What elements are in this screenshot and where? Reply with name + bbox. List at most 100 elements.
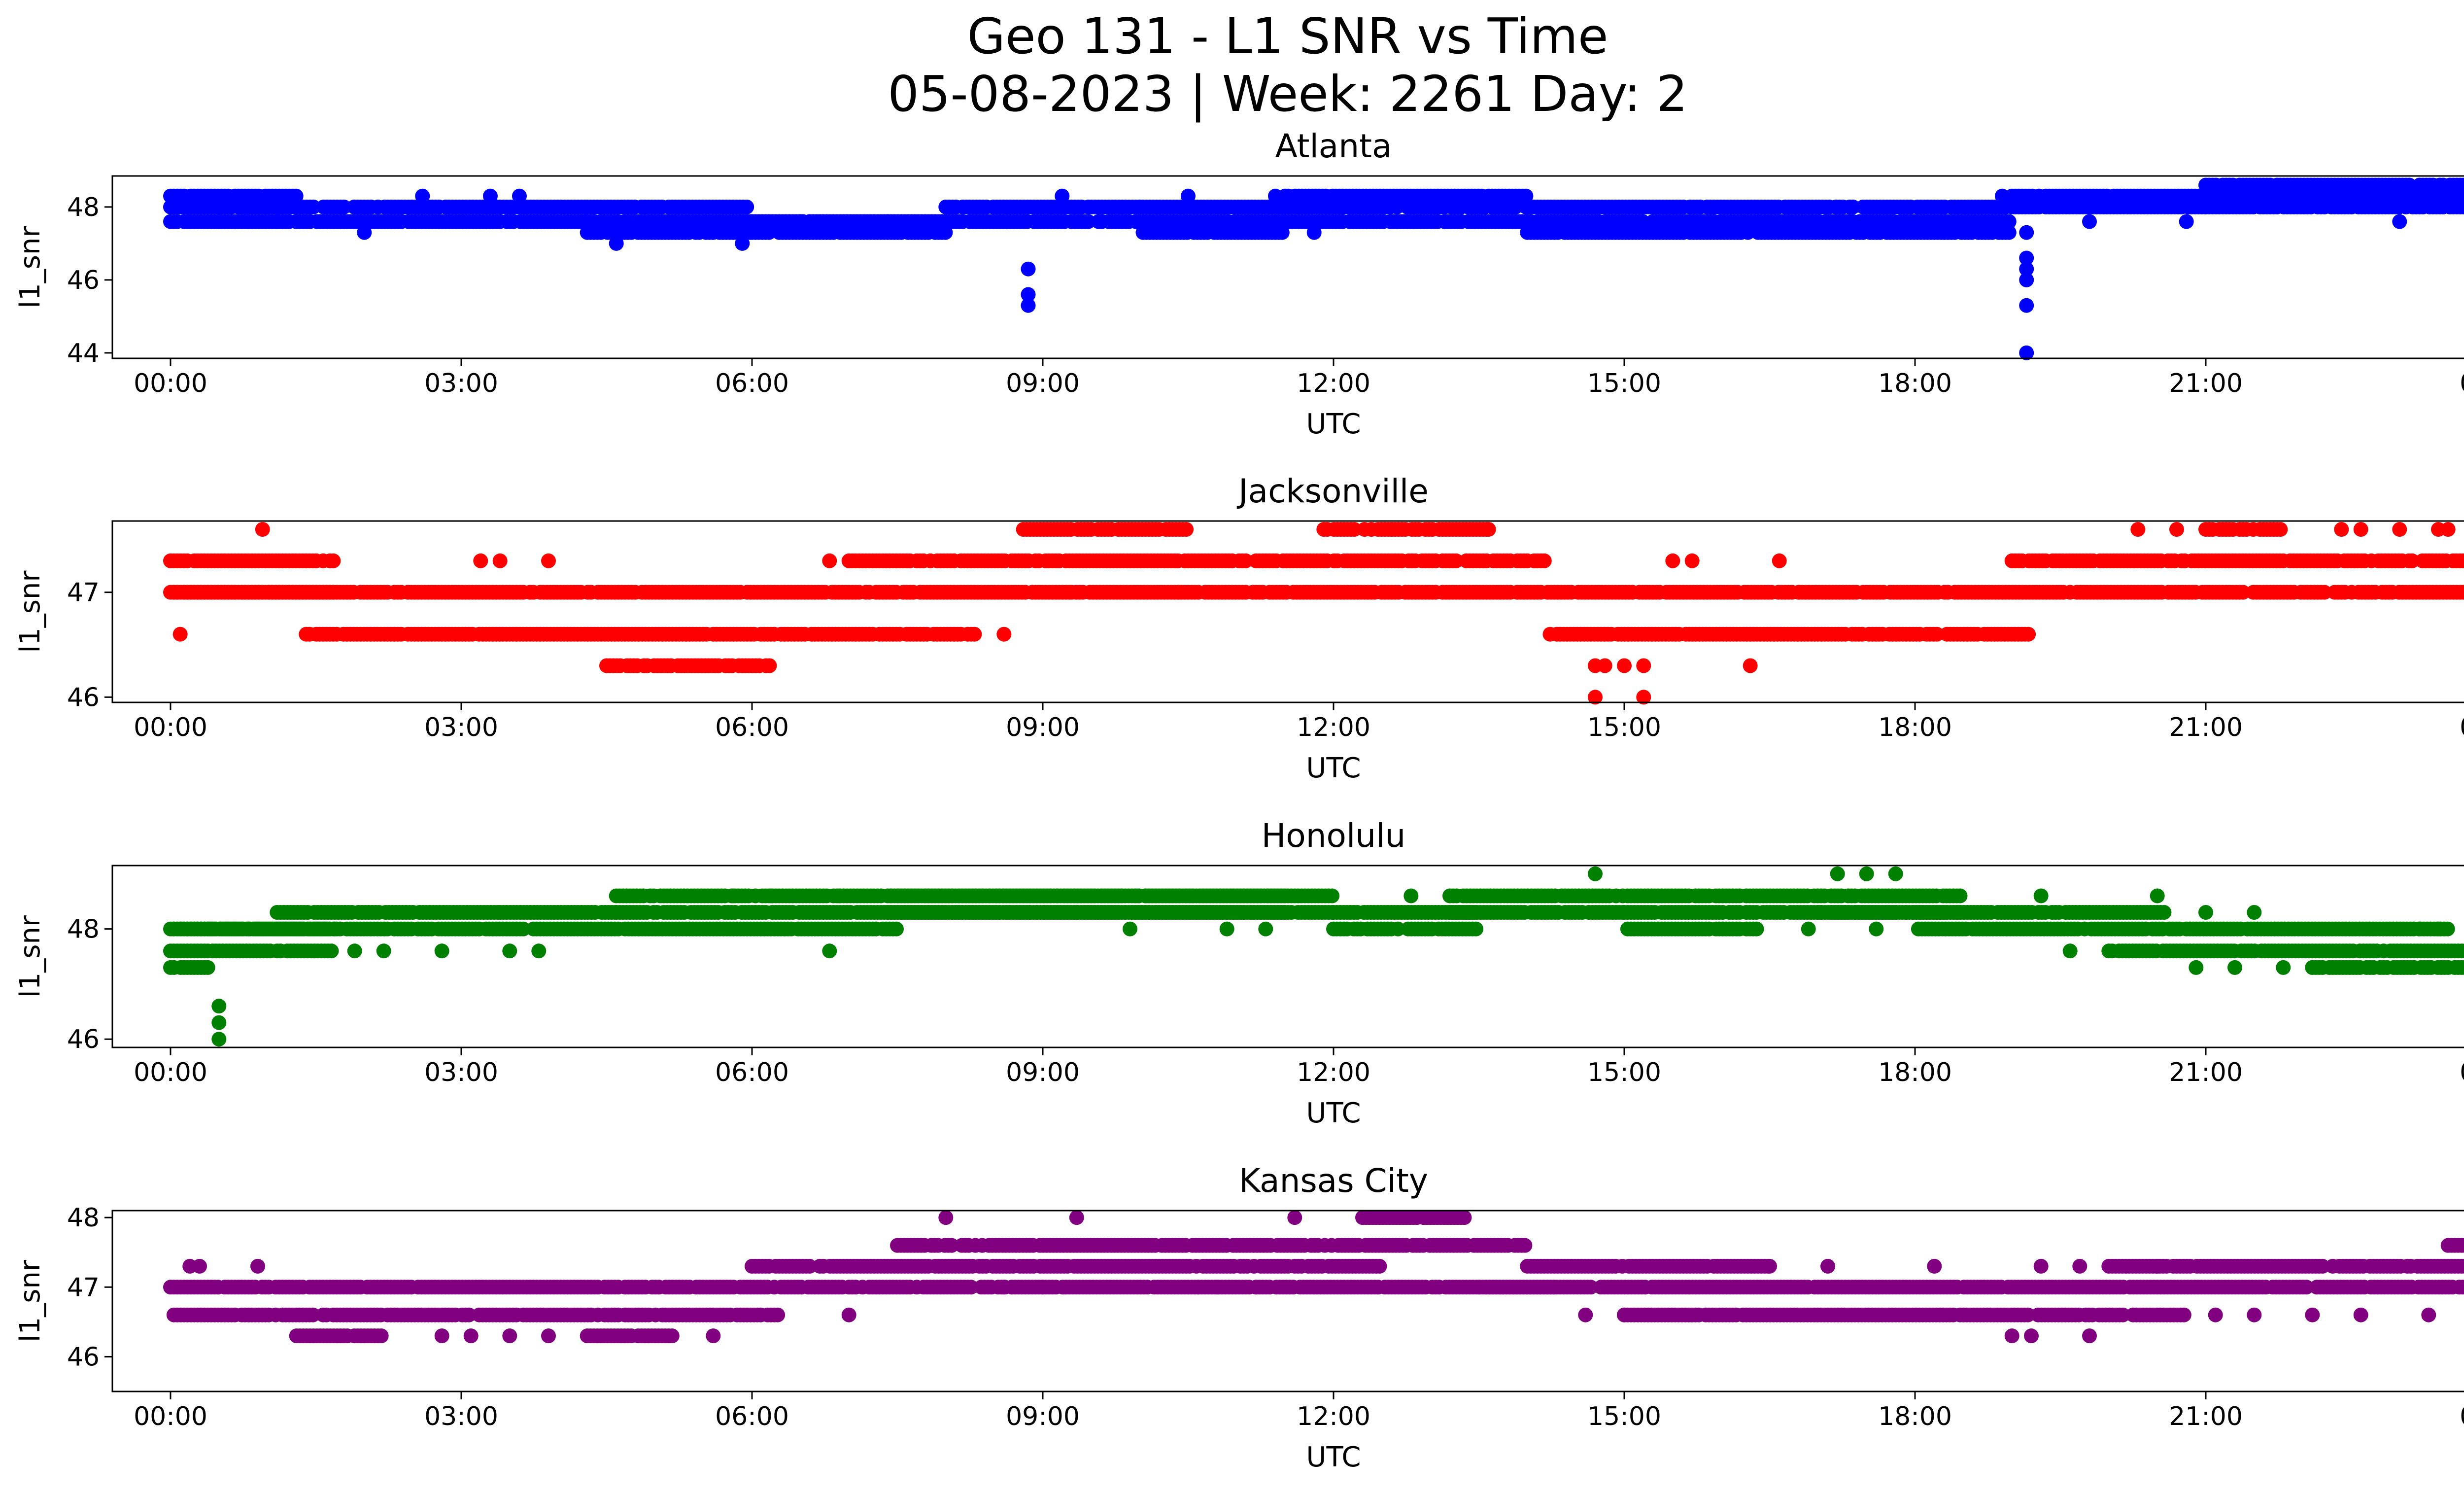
y-tick-label: 46: [67, 683, 100, 712]
x-tick-label: 15:00: [1587, 713, 1661, 742]
data-point-outlier: [483, 188, 498, 204]
data-point-outlier: [1064, 585, 1079, 600]
data-point-outlier: [1772, 553, 1787, 568]
data-point-outlier: [2019, 345, 2034, 360]
x-axis-label: UTC: [1306, 752, 1361, 784]
data-point-outlier: [1384, 522, 1399, 537]
data-point: [1929, 626, 1945, 642]
subplot-atlanta: 00:00 03:00 06:00 09:00 12:00 15:00 18:00 21:00…: [14, 127, 2464, 440]
y-tick-label: 46: [67, 266, 100, 295]
data-point-outlier: [2019, 298, 2034, 313]
data-point-outlier: [1684, 553, 1700, 568]
x-axis: 00:00 03:00 06:00 09:00 12:00 15:00 18:00 21:00…: [134, 358, 2464, 398]
data-point: [1347, 522, 1362, 537]
scatter-points: [163, 866, 2464, 1047]
subplot-honolulu: 00:00 03:00 06:00 09:00 12:00 15:00 18:00 21:00…: [14, 817, 2464, 1129]
data-point-outlier: [492, 553, 508, 568]
data-point-outlier: [793, 214, 808, 229]
data-point-outlier: [270, 214, 285, 229]
data-point: [326, 553, 341, 568]
data-point-outlier: [1597, 658, 1612, 673]
data-point: [762, 658, 777, 673]
data-point-outlier: [735, 236, 750, 251]
data-point: [2463, 192, 2464, 200]
data-point-outlier: [2019, 272, 2034, 287]
x-tick-label: 00:00: [2460, 713, 2464, 742]
axes-frame: [111, 520, 2464, 703]
data-point-outlier: [996, 626, 1012, 642]
x-tick-label: 09:00: [1006, 713, 1080, 742]
data-point: [2235, 585, 2251, 600]
scatter-points: [163, 522, 2464, 705]
data-point-outlier: [512, 188, 527, 204]
data-point-outlier: [1588, 690, 1603, 705]
data-point-outlier: [2169, 522, 2184, 537]
x-tick-label: 18:00: [1878, 713, 1952, 742]
data-point: [1325, 888, 1340, 904]
data-point-outlier: [2392, 522, 2407, 537]
data-point: [306, 199, 321, 214]
data-point-outlier: [2353, 522, 2368, 537]
data-point: [1238, 553, 1253, 568]
x-tick-label: 06:00: [715, 713, 789, 742]
x-tick-label: 03:00: [424, 713, 498, 742]
data-point: [1277, 905, 1292, 920]
data-point-outlier: [211, 214, 227, 229]
data-point-outlier: [357, 225, 372, 240]
data-point-outlier: [1481, 522, 1496, 537]
subplot-title: Atlanta: [1275, 127, 1392, 165]
data-point-outlier: [1021, 298, 1036, 313]
data-point: [1635, 214, 1650, 229]
data-point: [2460, 200, 2464, 214]
data-point-outlier: [1636, 658, 1651, 673]
data-point: [889, 921, 904, 937]
data-point: [200, 960, 215, 975]
scatter-points: [163, 177, 2464, 360]
data-point-outlier: [2392, 214, 2407, 229]
x-axis: 00:00 03:00 06:00 09:00 12:00 15:00 18:00 21:00…: [134, 702, 2464, 742]
x-tick-label: 21:00: [2169, 369, 2243, 398]
data-point-outlier: [172, 626, 188, 642]
x-tick-label: 18:00: [1878, 369, 1952, 398]
data-point-outlier: [1171, 585, 1186, 600]
data-point-outlier: [2440, 522, 2456, 537]
data-point-outlier: [1617, 658, 1632, 673]
y-tick-label: 47: [67, 578, 100, 608]
y-axis-label: l1_snr: [14, 570, 46, 653]
x-tick-label: 00:00: [134, 369, 207, 398]
data-point: [2156, 905, 2172, 920]
data-point: [739, 199, 754, 214]
data-point: [2459, 554, 2464, 568]
x-axis-label: UTC: [1306, 408, 1361, 440]
data-point-outlier: [1636, 690, 1651, 705]
data-point: [967, 626, 982, 642]
data-point-outlier: [1021, 287, 1036, 302]
x-tick-label: 12:00: [1297, 713, 1370, 742]
data-point-outlier: [415, 188, 430, 204]
data-point-outlier: [2334, 522, 2349, 537]
data-point-outlier: [240, 214, 256, 229]
data-point: [2317, 585, 2332, 600]
x-tick-label: 00:00: [134, 713, 207, 742]
data-point-outlier: [2179, 214, 2194, 229]
data-point-outlier: [1665, 553, 1680, 568]
y-axis: 46 47: [67, 578, 112, 712]
data-point: [2456, 585, 2464, 600]
data-point: [337, 199, 351, 214]
data-point-outlier: [2019, 261, 2034, 277]
y-tick-label: 48: [67, 193, 100, 222]
data-point: [2460, 189, 2464, 203]
data-point: [1448, 553, 1464, 568]
data-point: [324, 943, 339, 959]
data-point-outlier: [1055, 188, 1070, 204]
x-tick-label: 09:00: [1006, 369, 1080, 398]
data-point: [2273, 522, 2288, 537]
data-point: [2463, 203, 2464, 211]
data-point: [515, 921, 531, 937]
data-point-outlier: [1791, 585, 1806, 600]
data-point-outlier: [1268, 188, 1283, 204]
data-point: [1846, 199, 1861, 214]
data-point-outlier: [1306, 225, 1322, 240]
data-point-outlier: [1181, 188, 1196, 204]
